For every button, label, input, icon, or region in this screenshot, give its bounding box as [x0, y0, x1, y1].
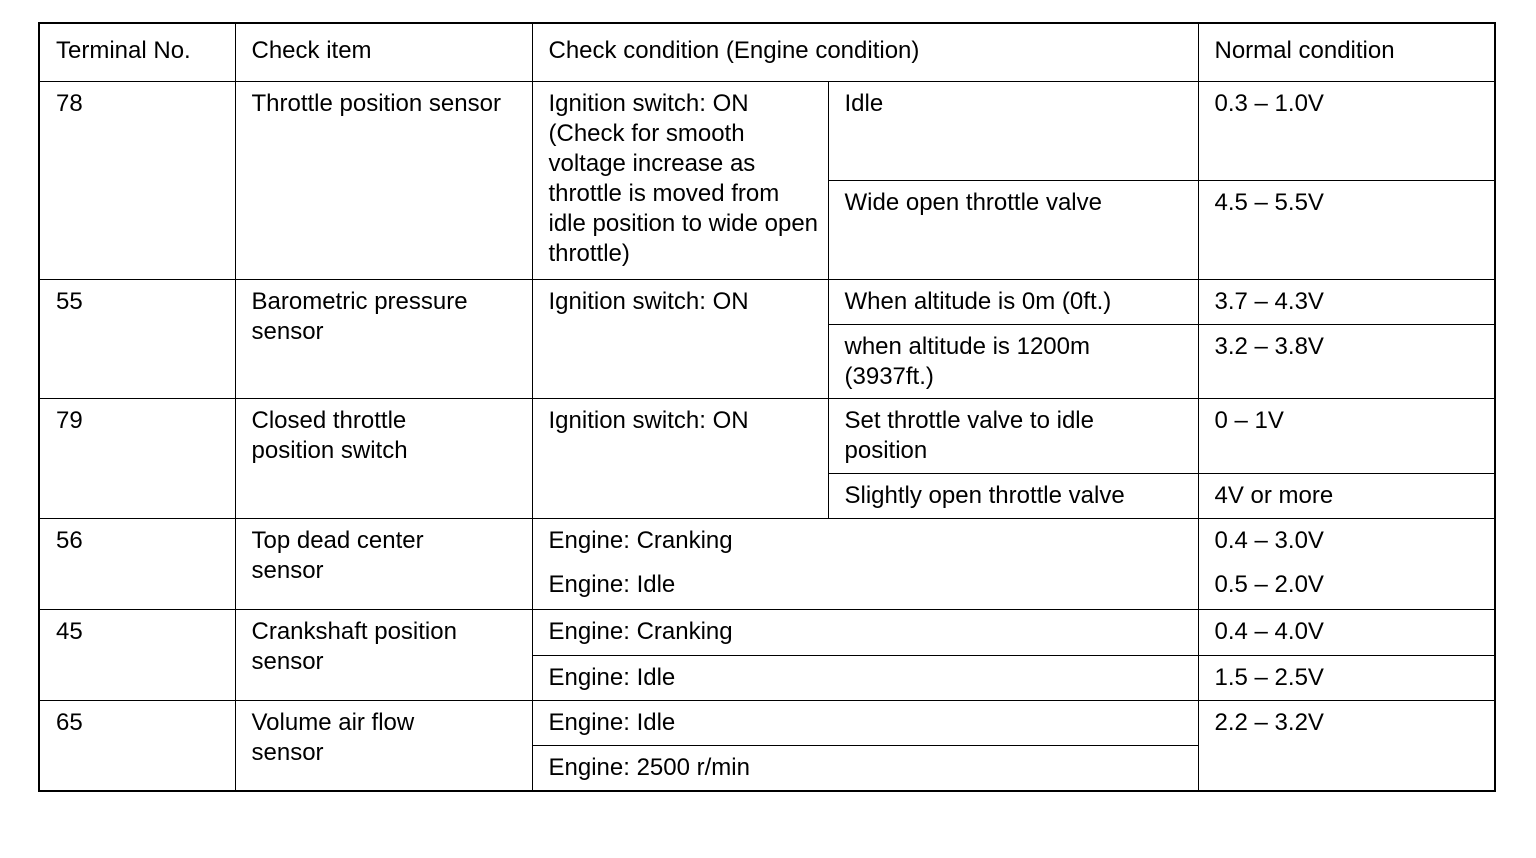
normal-cell: 0.4 – 3.0V [1197, 517, 1496, 563]
table-row: Engine: Idle 1.5 – 2.5V [39, 654, 1496, 701]
table-row: 55 Barometric pressure sensor Ignition s… [38, 278, 1496, 399]
table-row: Engine: Idle 0.5 – 2.0V [39, 563, 1496, 610]
terminal-cell: 79 [38, 397, 236, 519]
terminal-cell: 65 [38, 699, 236, 792]
condition-cell: Engine: Cranking [531, 517, 1199, 563]
subcondition-cell: when altitude is 1200m (3937ft.) [827, 323, 1199, 399]
normal-cell: 4.5 – 5.5V [1197, 179, 1496, 280]
table-row: 65 Volume air flow sensor Engine: Idle 2… [38, 699, 1496, 792]
condition-cell: Engine: Idle [531, 654, 1199, 701]
normal-cell: 0 – 1V [1197, 397, 1496, 474]
normal-cell: 3.2 – 3.8V [1197, 323, 1496, 399]
condition-cell: Ignition switch: ON [531, 278, 829, 399]
item-cell: Crankshaft position sensor [234, 608, 533, 701]
table-row: Slightly open throttle valve 4V or more [39, 472, 1496, 519]
item-cell: Top dead center sensor [234, 517, 533, 610]
check-table: Terminal No. Check item Check condition … [38, 22, 1496, 792]
table-row: Engine: 2500 r/min [39, 744, 1495, 792]
terminal-cell: 55 [38, 278, 236, 399]
item-cell: Volume air flow sensor [234, 699, 533, 792]
subcondition-cell: Slightly open throttle valve [827, 472, 1199, 519]
table-row: 78 Throttle position sensor Ignition swi… [38, 80, 1496, 280]
normal-cell: 0.5 – 2.0V [1197, 563, 1496, 610]
header-terminal: Terminal No. [38, 22, 236, 82]
subcondition-cell: Set throttle valve to idle position [827, 397, 1199, 474]
table-row: 79 Closed throttle position switch Ignit… [38, 397, 1496, 519]
item-cell: Barometric pressure sensor [234, 278, 533, 399]
table-row: 56 Top dead center sensor Engine: Cranki… [38, 517, 1496, 610]
condition-cell: Ignition switch: ON (Check for smooth vo… [531, 80, 829, 280]
table-row: Wide open throttle valve 4.5 – 5.5V [39, 179, 1496, 280]
normal-cell: 4V or more [1197, 472, 1496, 519]
header-normal: Normal condition [1197, 22, 1496, 82]
terminal-cell: 45 [38, 608, 236, 701]
terminal-cell: 56 [38, 517, 236, 610]
normal-cell: 2.2 – 3.2V [1197, 699, 1496, 792]
header-row: Terminal No. Check item Check condition … [38, 22, 1496, 82]
condition-cell: Engine: 2500 r/min [531, 744, 1199, 792]
item-cell: Closed throttle position switch [234, 397, 533, 519]
item-cell: Throttle position sensor [234, 80, 533, 280]
condition-cell: Ignition switch: ON [531, 397, 829, 519]
normal-cell: 3.7 – 4.3V [1197, 278, 1496, 325]
normal-cell: 0.3 – 1.0V [1197, 80, 1496, 181]
table-row: when altitude is 1200m (3937ft.) 3.2 – 3… [39, 323, 1496, 399]
normal-cell: 1.5 – 2.5V [1197, 654, 1496, 701]
condition-cell: Engine: Cranking [531, 608, 1199, 656]
condition-cell: Engine: Idle [531, 699, 1199, 746]
terminal-cell: 78 [38, 80, 236, 280]
subcondition-cell: Idle [827, 80, 1199, 181]
subcondition-cell: Wide open throttle valve [827, 179, 1199, 280]
condition-cell: Engine: Idle [531, 563, 1199, 610]
table-row: 45 Crankshaft position sensor Engine: Cr… [38, 608, 1496, 701]
header-condition: Check condition (Engine condition) [531, 22, 1199, 82]
subcondition-cell: When altitude is 0m (0ft.) [827, 278, 1199, 325]
header-item: Check item [234, 22, 533, 82]
normal-cell: 0.4 – 4.0V [1197, 608, 1496, 656]
